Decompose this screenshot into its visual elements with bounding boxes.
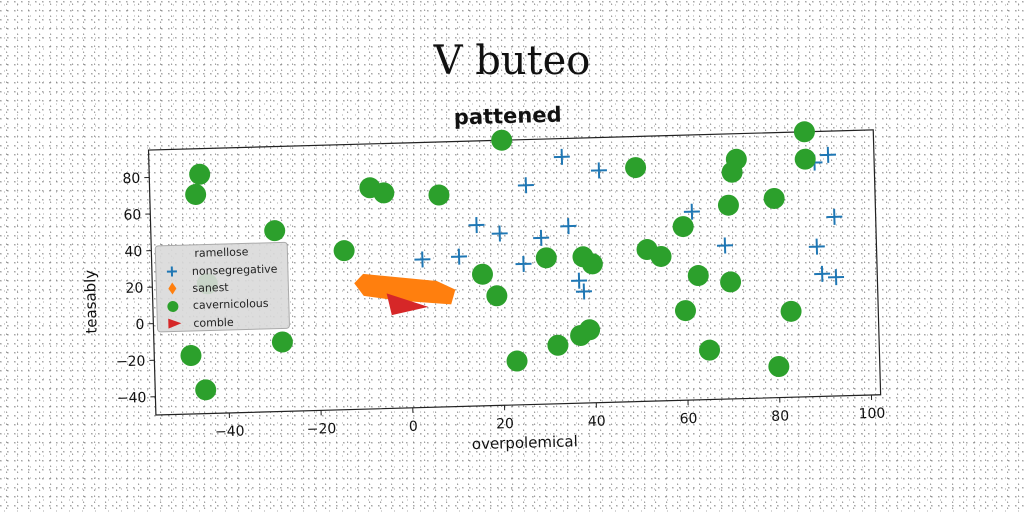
nonsegregative-point-14 xyxy=(808,238,825,255)
nonsegregative-point-8 xyxy=(451,248,468,265)
cavernicolous-point-19 xyxy=(650,245,672,267)
nonsegregative-point-4 xyxy=(491,225,508,242)
nonsegregative-point-0 xyxy=(553,148,570,165)
y-tick-label: 20 xyxy=(125,280,143,296)
legend-marker-diamond xyxy=(168,282,177,295)
legend-label-cavernicolous: cavernicolous xyxy=(193,297,269,312)
nonsegregative-point-6 xyxy=(560,218,577,235)
cavernicolous-point-17 xyxy=(625,157,647,179)
plot-title: pattened xyxy=(454,103,562,130)
series-comble xyxy=(386,293,429,316)
cavernicolous-point-29 xyxy=(506,350,528,372)
nonsegregative-point-3 xyxy=(468,217,485,234)
cavernicolous-point-7 xyxy=(333,240,355,262)
cavernicolous-point-14 xyxy=(535,247,557,269)
nonsegregative-point-13 xyxy=(716,237,734,254)
nonsegregative-point-5 xyxy=(533,229,550,246)
x-tick-label: 80 xyxy=(771,408,789,424)
cavernicolous-point-35 xyxy=(780,300,802,322)
cavernicolous-point-26 xyxy=(763,187,785,209)
cavernicolous-point-30 xyxy=(547,334,569,356)
cavernicolous-point-34 xyxy=(699,339,721,361)
cavernicolous-point-9 xyxy=(373,182,395,204)
y-tick-label: −40 xyxy=(117,390,147,407)
cavernicolous-point-10 xyxy=(428,184,450,206)
series-sanest xyxy=(354,273,456,305)
legend-item-comble: comble xyxy=(168,316,234,330)
legend-item-sanest: sanest xyxy=(168,281,229,295)
y-axis-label: teasably xyxy=(81,269,101,333)
legend-title: ramellose xyxy=(194,245,249,260)
cavernicolous-point-13 xyxy=(486,285,508,307)
legend-item-nonsegregative: nonsegregative xyxy=(166,263,278,278)
data-marks xyxy=(180,121,845,401)
legend-marker-plus xyxy=(166,266,177,277)
series-cavernicolous xyxy=(180,121,816,401)
legend-label-comble: comble xyxy=(193,316,234,330)
x-axis-ticks: −40 −20 0 20 40 60 80 100 xyxy=(215,394,886,441)
x-tick-label: 40 xyxy=(588,413,606,429)
cavernicolous-point-28 xyxy=(793,121,815,143)
cavernicolous-point-32 xyxy=(579,319,601,341)
nonsegregative-point-12 xyxy=(683,203,700,220)
nonsegregative-point-19 xyxy=(819,146,837,163)
sanest-shape xyxy=(354,273,456,305)
x-tick-label: −20 xyxy=(307,421,337,438)
y-axis-ticks: −40 −20 0 20 40 60 80 xyxy=(116,171,156,407)
cavernicolous-point-22 xyxy=(720,271,742,293)
comble-shape xyxy=(386,293,429,316)
nonsegregative-point-9 xyxy=(515,255,532,272)
nonsegregative-point-2 xyxy=(590,162,607,179)
cavernicolous-point-21 xyxy=(687,265,709,287)
cavernicolous-point-16 xyxy=(581,253,603,275)
legend-label-nonsegregative: nonsegregative xyxy=(192,263,278,278)
legend-box xyxy=(154,241,290,333)
cavernicolous-point-12 xyxy=(471,263,493,285)
series-nonsegregative xyxy=(414,146,845,300)
nonsegregative-point-16 xyxy=(828,269,845,286)
cavernicolous-point-4 xyxy=(180,345,202,367)
cavernicolous-point-23 xyxy=(717,194,739,216)
figure-suptitle: V buteo xyxy=(433,38,591,84)
cavernicolous-point-5 xyxy=(195,379,217,401)
y-tick-label: 0 xyxy=(135,317,144,333)
y-tick-label: 40 xyxy=(124,244,142,260)
legend-item-cavernicolous: cavernicolous xyxy=(167,297,269,312)
x-tick-label: 0 xyxy=(409,419,418,435)
cavernicolous-point-0 xyxy=(189,163,211,185)
nonsegregative-point-11 xyxy=(575,283,592,300)
legend: ramellose nonsegregative sanest cavernic… xyxy=(154,241,290,333)
nonsegregative-point-1 xyxy=(517,177,534,194)
legend-marker-circle xyxy=(167,300,179,312)
legend-label-sanest: sanest xyxy=(192,281,229,295)
cavernicolous-point-33 xyxy=(674,300,696,322)
plot-group: pattened −40 −20 0 20 40 60 80 100 −40 −20 0 20 40 6… xyxy=(81,103,886,454)
cavernicolous-point-1 xyxy=(185,183,207,205)
y-tick-label: 60 xyxy=(123,207,141,223)
nonsegregative-point-10 xyxy=(571,272,588,289)
cavernicolous-point-11 xyxy=(491,129,513,151)
x-axis-label: overpolemical xyxy=(472,432,578,453)
x-tick-label: 20 xyxy=(496,416,514,432)
cavernicolous-point-2 xyxy=(264,220,286,242)
nonsegregative-point-7 xyxy=(414,251,431,268)
x-tick-label: 60 xyxy=(679,411,697,427)
cavernicolous-point-36 xyxy=(768,356,790,378)
cavernicolous-point-27 xyxy=(794,148,816,170)
cavernicolous-point-6 xyxy=(271,331,293,353)
legend-marker-triangle xyxy=(168,318,182,329)
x-tick-label: 100 xyxy=(858,406,885,423)
y-tick-label: 80 xyxy=(122,171,140,187)
nonsegregative-point-15 xyxy=(814,265,831,282)
y-tick-label: −20 xyxy=(116,353,146,370)
nonsegregative-point-17 xyxy=(826,208,843,225)
cavernicolous-point-25 xyxy=(725,148,747,170)
x-tick-label: −40 xyxy=(215,424,245,441)
cavernicolous-point-20 xyxy=(672,216,694,238)
